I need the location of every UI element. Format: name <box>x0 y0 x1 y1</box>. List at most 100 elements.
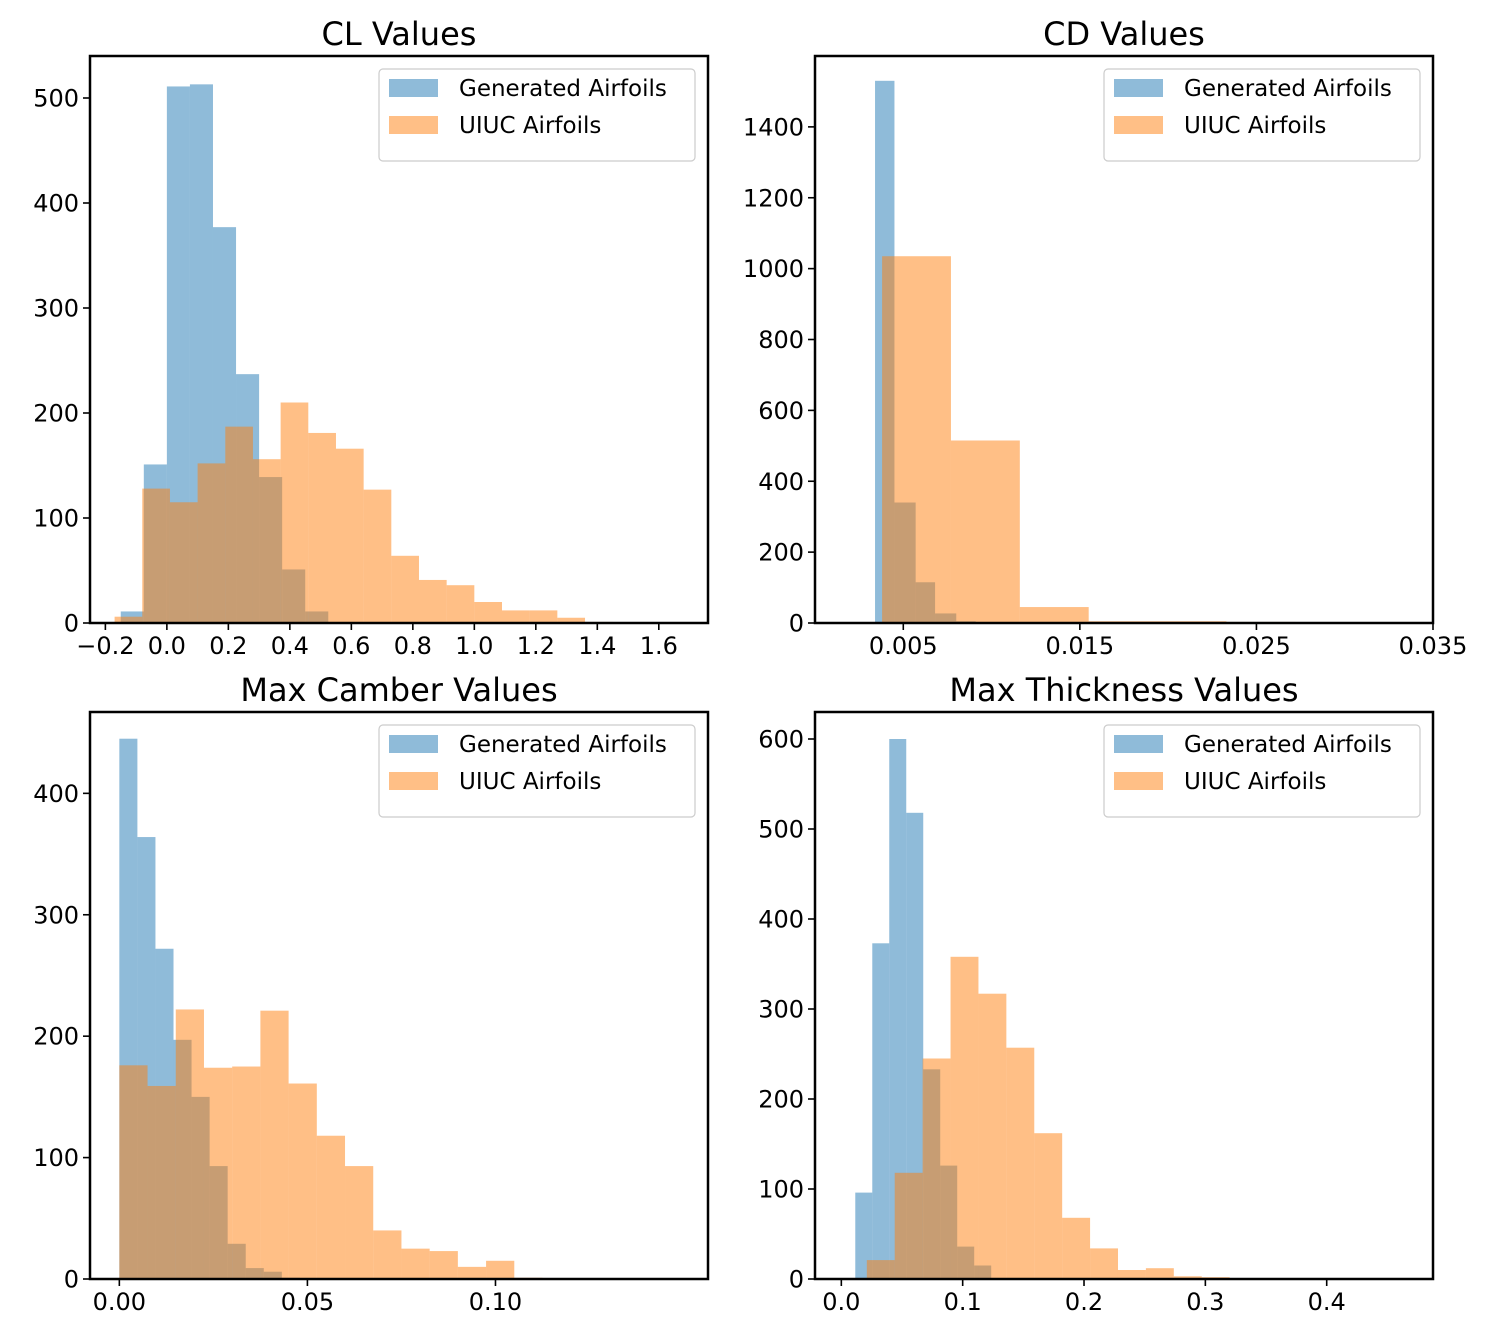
y-tick-label: 400 <box>758 468 804 496</box>
histogram-bar <box>1034 1133 1063 1279</box>
legend-label: Generated Airfoils <box>459 76 667 102</box>
series-uiuc-airfoils <box>866 956 1258 1279</box>
histogram-bar <box>391 555 419 623</box>
legend-label: Generated Airfoils <box>1184 732 1392 758</box>
x-tick-label: 0.10 <box>469 1288 522 1316</box>
legend-swatch <box>389 772 438 790</box>
histogram-bar <box>950 440 1020 623</box>
y-tick-label: 200 <box>758 1086 804 1114</box>
x-tick-label: 1.0 <box>455 632 493 660</box>
y-tick-label: 0 <box>64 610 79 638</box>
legend-label: UIUC Airfoils <box>459 769 601 795</box>
histogram-bar <box>316 1135 346 1279</box>
y-tick-label: 1000 <box>743 255 804 283</box>
x-tick-label: 0.00 <box>93 1288 146 1316</box>
histogram-bar <box>225 426 253 623</box>
histogram-bar <box>457 1266 487 1279</box>
histogram-bar <box>203 1067 233 1279</box>
histogram-bar <box>418 579 447 623</box>
histogram-bar <box>557 617 586 623</box>
histogram-bar <box>855 1192 873 1279</box>
x-tick-label: 0.3 <box>1186 1288 1224 1316</box>
x-tick-label: 0.05 <box>281 1288 334 1316</box>
y-tick-label: 0 <box>64 1266 79 1294</box>
x-tick-label: 0.035 <box>1399 632 1468 660</box>
histogram-bar <box>401 1248 430 1279</box>
legend-swatch <box>1114 772 1163 790</box>
histogram-bar <box>288 1083 317 1279</box>
histogram-bar <box>1117 1270 1146 1279</box>
y-tick-label: 100 <box>758 1176 804 1204</box>
histogram-bar <box>894 1172 923 1279</box>
legend-label: UIUC Airfoils <box>1184 113 1326 139</box>
histogram-bar <box>1145 1268 1174 1279</box>
y-tick-label: 400 <box>33 190 79 218</box>
y-tick-label: 600 <box>758 726 804 754</box>
legend-box <box>378 68 696 162</box>
y-tick-label: 300 <box>33 295 79 323</box>
chart-title: CD Values <box>1043 15 1205 53</box>
x-tick-label: 0.015 <box>1045 632 1114 660</box>
histogram-bar <box>308 432 336 623</box>
histogram-bar <box>147 1085 176 1279</box>
legend: Generated Airfoils UIUC Airfoils <box>378 68 696 162</box>
legend-box <box>378 724 696 818</box>
x-tick-label: 0.8 <box>394 632 432 660</box>
histogram-bar <box>142 488 170 623</box>
chart-cl-values: CL Values −0.2 0.0 0.2 0.4 0.6 0.8 1.0 1.2 1.4 1.6… <box>33 15 710 660</box>
histogram-bar <box>882 256 951 623</box>
chart-title: Max Camber Values <box>240 671 557 709</box>
legend-swatch <box>389 79 438 97</box>
legend-swatch <box>389 116 438 134</box>
y-tick-label: 400 <box>33 780 79 808</box>
histogram-bar <box>119 1065 148 1279</box>
histogram-bar <box>1173 1276 1202 1279</box>
legend: Generated Airfoils UIUC Airfoils <box>378 724 696 818</box>
y-tick-label: 600 <box>758 397 804 425</box>
histogram-bar <box>197 463 226 623</box>
histogram-bar <box>502 610 530 623</box>
x-tick-label: 0.005 <box>869 632 938 660</box>
series-uiuc-airfoils <box>882 256 1296 623</box>
legend-label: UIUC Airfoils <box>1184 769 1326 795</box>
histogram-bar <box>363 489 392 623</box>
histogram-bar <box>335 448 364 623</box>
legend-swatch <box>1114 735 1163 753</box>
y-tick-label: 500 <box>758 816 804 844</box>
axes-frame <box>813 710 1435 1281</box>
y-tick-label: 300 <box>33 901 79 929</box>
legend-label: Generated Airfoils <box>459 732 667 758</box>
y-tick-label: 200 <box>33 1023 79 1051</box>
x-tick-label: 0.1 <box>944 1288 982 1316</box>
chart-max-camber-values: Max Camber Values 0.00 0.05 0.10 0 100 200 300 4… <box>33 671 710 1316</box>
x-tick-label: 0.4 <box>1308 1288 1346 1316</box>
x-tick-label: 0.6 <box>332 632 370 660</box>
legend-box <box>1103 68 1421 162</box>
y-tick-label: 1400 <box>743 113 804 141</box>
histogram-bar <box>373 1230 402 1279</box>
x-tick-label: 0.0 <box>148 632 186 660</box>
histogram-bar <box>345 1166 374 1279</box>
histogram-bar <box>114 616 143 623</box>
x-tick-label: 0.0 <box>822 1288 860 1316</box>
histogram-bar <box>486 1260 515 1279</box>
legend-swatch <box>389 735 438 753</box>
y-tick-label: 800 <box>758 326 804 354</box>
axes-frame <box>88 54 710 625</box>
histogram-bar <box>429 1251 458 1279</box>
x-tick-label: 1.2 <box>517 632 555 660</box>
histogram-bar <box>252 459 281 623</box>
histogram-bar <box>950 956 979 1279</box>
histogram-bar <box>1019 607 1089 623</box>
legend-swatch <box>1114 116 1163 134</box>
y-tick-label: 100 <box>33 1144 79 1172</box>
legend-label: Generated Airfoils <box>1184 76 1392 102</box>
histogram-bar <box>1006 1047 1035 1279</box>
y-tick-label: 200 <box>33 400 79 428</box>
histogram-bar <box>889 739 907 1279</box>
histogram-bar <box>232 1066 261 1279</box>
series-uiuc-airfoils <box>119 1009 543 1279</box>
chart-cd-values: CD Values 0.005 0.015 0.025 0.035 0 200 400 600 8… <box>743 15 1467 660</box>
chart-max-thickness-values: Max Thickness Values 0.0 0.1 0.2 0.3 0.4 0 100 2… <box>758 671 1435 1316</box>
